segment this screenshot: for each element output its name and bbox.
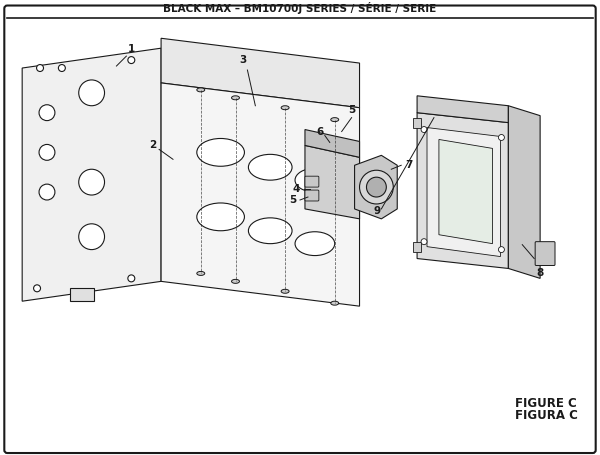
Circle shape bbox=[359, 170, 393, 204]
Polygon shape bbox=[22, 48, 161, 301]
FancyBboxPatch shape bbox=[535, 242, 555, 265]
Text: FIGURE C: FIGURE C bbox=[515, 397, 577, 410]
Circle shape bbox=[128, 275, 135, 282]
Ellipse shape bbox=[232, 96, 239, 100]
Circle shape bbox=[79, 80, 104, 106]
Circle shape bbox=[58, 65, 65, 71]
Ellipse shape bbox=[197, 88, 205, 92]
Circle shape bbox=[37, 65, 44, 71]
Ellipse shape bbox=[331, 118, 338, 121]
Text: 5: 5 bbox=[348, 105, 355, 115]
Text: 4: 4 bbox=[293, 184, 300, 194]
Polygon shape bbox=[427, 127, 500, 257]
Polygon shape bbox=[417, 113, 508, 268]
Circle shape bbox=[421, 239, 427, 245]
FancyBboxPatch shape bbox=[305, 176, 319, 187]
Circle shape bbox=[421, 126, 427, 132]
Circle shape bbox=[499, 247, 505, 253]
Polygon shape bbox=[161, 83, 359, 306]
Polygon shape bbox=[161, 38, 359, 108]
Text: 8: 8 bbox=[536, 268, 544, 278]
Circle shape bbox=[34, 285, 41, 292]
Ellipse shape bbox=[197, 203, 244, 231]
Circle shape bbox=[39, 144, 55, 160]
Text: 3: 3 bbox=[239, 55, 246, 65]
Circle shape bbox=[39, 105, 55, 121]
Ellipse shape bbox=[197, 272, 205, 275]
Text: 2: 2 bbox=[149, 141, 157, 151]
Text: 1: 1 bbox=[128, 44, 135, 54]
Polygon shape bbox=[417, 96, 508, 122]
Polygon shape bbox=[355, 155, 397, 219]
Ellipse shape bbox=[281, 106, 289, 110]
Polygon shape bbox=[439, 140, 493, 244]
Ellipse shape bbox=[232, 279, 239, 283]
FancyBboxPatch shape bbox=[413, 242, 421, 252]
Ellipse shape bbox=[295, 232, 335, 256]
Ellipse shape bbox=[281, 289, 289, 293]
Text: BLACK MAX – BM10700J SERIES / SÉRIE / SERIE: BLACK MAX – BM10700J SERIES / SÉRIE / SE… bbox=[163, 2, 437, 15]
Text: 6: 6 bbox=[316, 126, 323, 136]
FancyBboxPatch shape bbox=[305, 190, 319, 201]
Circle shape bbox=[128, 56, 135, 64]
Text: FIGURA C: FIGURA C bbox=[515, 409, 578, 422]
Polygon shape bbox=[508, 106, 540, 278]
Polygon shape bbox=[305, 146, 359, 219]
Ellipse shape bbox=[248, 154, 292, 180]
Circle shape bbox=[367, 177, 386, 197]
Circle shape bbox=[79, 169, 104, 195]
Text: 9: 9 bbox=[374, 206, 381, 216]
Text: 5: 5 bbox=[289, 195, 296, 205]
Ellipse shape bbox=[295, 168, 335, 192]
Ellipse shape bbox=[331, 301, 338, 305]
Polygon shape bbox=[70, 288, 94, 301]
Ellipse shape bbox=[197, 138, 244, 166]
Circle shape bbox=[79, 224, 104, 250]
Ellipse shape bbox=[248, 218, 292, 244]
Circle shape bbox=[39, 184, 55, 200]
Text: 7: 7 bbox=[405, 160, 413, 170]
FancyBboxPatch shape bbox=[413, 118, 421, 127]
Polygon shape bbox=[305, 130, 359, 157]
Circle shape bbox=[499, 135, 505, 141]
